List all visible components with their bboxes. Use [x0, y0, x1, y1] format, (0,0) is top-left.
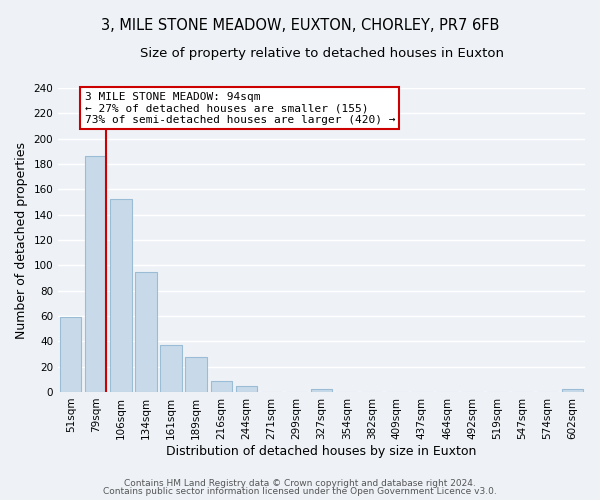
Bar — [110, 200, 131, 392]
Bar — [236, 386, 257, 392]
Bar — [160, 345, 182, 392]
Text: Contains public sector information licensed under the Open Government Licence v3: Contains public sector information licen… — [103, 487, 497, 496]
Bar — [311, 390, 332, 392]
Text: 3, MILE STONE MEADOW, EUXTON, CHORLEY, PR7 6FB: 3, MILE STONE MEADOW, EUXTON, CHORLEY, P… — [101, 18, 499, 32]
Y-axis label: Number of detached properties: Number of detached properties — [15, 142, 28, 338]
X-axis label: Distribution of detached houses by size in Euxton: Distribution of detached houses by size … — [166, 444, 477, 458]
Bar — [185, 356, 207, 392]
Bar — [85, 156, 106, 392]
Text: 3 MILE STONE MEADOW: 94sqm
← 27% of detached houses are smaller (155)
73% of sem: 3 MILE STONE MEADOW: 94sqm ← 27% of deta… — [85, 92, 395, 125]
Bar — [60, 317, 82, 392]
Title: Size of property relative to detached houses in Euxton: Size of property relative to detached ho… — [140, 48, 503, 60]
Bar — [562, 390, 583, 392]
Bar — [211, 380, 232, 392]
Text: Contains HM Land Registry data © Crown copyright and database right 2024.: Contains HM Land Registry data © Crown c… — [124, 478, 476, 488]
Bar — [136, 272, 157, 392]
